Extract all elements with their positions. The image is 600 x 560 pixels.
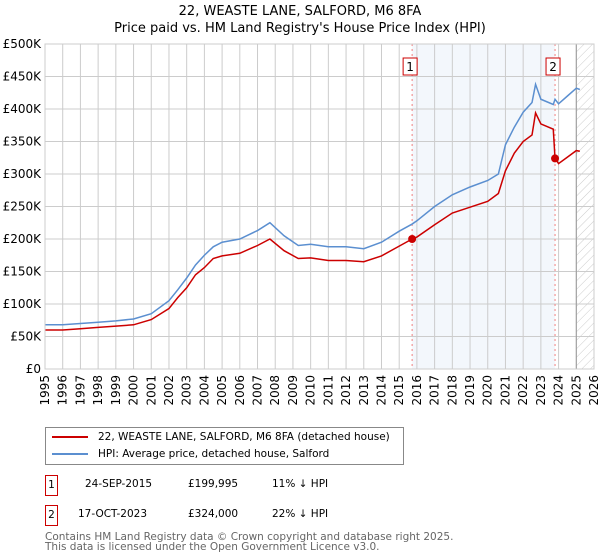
sale-marker-badge: 1 <box>45 475 58 496</box>
x-tick-label: 2017 <box>428 375 442 406</box>
y-tick-label: £50K <box>10 330 42 344</box>
x-tick-label: 2022 <box>516 375 530 406</box>
x-tick-label: 2019 <box>463 375 477 406</box>
y-tick-label: £450K <box>3 70 43 84</box>
sale-marker-box <box>545 57 561 76</box>
x-tick-label: 1995 <box>38 375 52 406</box>
legend-label-hpi: HPI: Average price, detached house, Salf… <box>98 448 330 460</box>
sale-hpi-diff: 11% ↓ HPI <box>272 478 329 490</box>
y-tick-label: £100K <box>3 297 43 311</box>
x-tick-label: 2013 <box>357 375 371 406</box>
x-tick-label: 1999 <box>109 375 123 406</box>
x-tick-label: 2014 <box>374 375 388 406</box>
sale-marker-label: 1 <box>406 60 414 74</box>
sale-date: 24-SEP-2015 <box>85 478 153 490</box>
x-tick-label: 2018 <box>445 375 459 406</box>
x-tick-label: 2007 <box>251 375 265 406</box>
footer-line-2: This data is licensed under the Open Gov… <box>45 541 380 553</box>
x-tick-label: 2026 <box>587 375 600 406</box>
chart-subtitle: Price paid vs. HM Land Registry's House … <box>114 21 486 36</box>
x-tick-label: 1997 <box>73 375 87 406</box>
series-line-property <box>45 110 580 331</box>
chart-title: 22, WEASTE LANE, SALFORD, M6 8FA <box>178 4 422 19</box>
y-tick-label: £400K <box>3 102 43 116</box>
legend: 22, WEASTE LANE, SALFORD, M6 8FA (detach… <box>45 427 404 465</box>
footer-line-1: Contains HM Land Registry data © Crown c… <box>45 531 454 543</box>
x-tick-label: 2006 <box>233 375 247 406</box>
sale-date: 17-OCT-2023 <box>78 508 147 520</box>
footer: Contains HM Land Registry data © Crown c… <box>45 531 454 553</box>
x-tick-label: 2023 <box>534 375 548 406</box>
legend-swatch-red <box>52 436 88 438</box>
y-tick-label: £250K <box>3 200 43 214</box>
x-tick-label: 1998 <box>91 375 105 406</box>
sale-point <box>551 154 560 163</box>
legend-label-property: 22, WEASTE LANE, SALFORD, M6 8FA (detach… <box>98 431 390 443</box>
plot-frame <box>44 43 595 370</box>
x-tick-label: 2021 <box>498 375 512 406</box>
x-tick-label: 2015 <box>392 375 406 406</box>
x-tick-label: 2020 <box>481 375 495 406</box>
sale-marker-badge: 2 <box>45 505 58 526</box>
y-tick-label: £200K <box>3 232 43 246</box>
x-tick-label: 2002 <box>162 375 176 406</box>
x-tick-label: 2000 <box>127 375 141 406</box>
plot: 1995 1996 1997 1998 1999 2000 2001 2002 2003 2004… <box>3 37 600 406</box>
x-tick-label: 2001 <box>144 375 158 406</box>
sale-price: £199,995 <box>188 478 239 490</box>
sale-marker-box <box>402 57 418 76</box>
y-tick-label: £500K <box>3 37 43 51</box>
x-tick-label: 2016 <box>410 375 424 406</box>
sale-price: £324,000 <box>188 508 239 520</box>
sale-marker-label: 2 <box>549 60 557 74</box>
y-tick-label: £0 <box>26 362 41 376</box>
y-tick-label: £150K <box>3 265 43 279</box>
x-tick-label: 2024 <box>552 375 566 406</box>
legend-swatch-blue <box>52 453 88 455</box>
x-tick-label: 1996 <box>56 375 70 406</box>
x-tick-label: 2003 <box>180 375 194 406</box>
series-line-hpi <box>45 81 581 326</box>
sale-point <box>408 235 417 244</box>
x-tick-label: 2005 <box>215 375 229 406</box>
x-tick-label: 2011 <box>321 375 335 406</box>
y-tick-label: £300K <box>3 167 43 181</box>
y-tick-label: £350K <box>3 135 43 149</box>
x-tick-label: 2025 <box>569 375 583 406</box>
x-tick-label: 2009 <box>286 375 300 406</box>
x-tick-label: 2010 <box>304 375 318 406</box>
x-tick-label: 2004 <box>197 375 211 406</box>
sale-hpi-diff: 22% ↓ HPI <box>272 508 329 520</box>
x-tick-label: 2008 <box>268 375 282 406</box>
x-tick-label: 2012 <box>339 375 353 406</box>
